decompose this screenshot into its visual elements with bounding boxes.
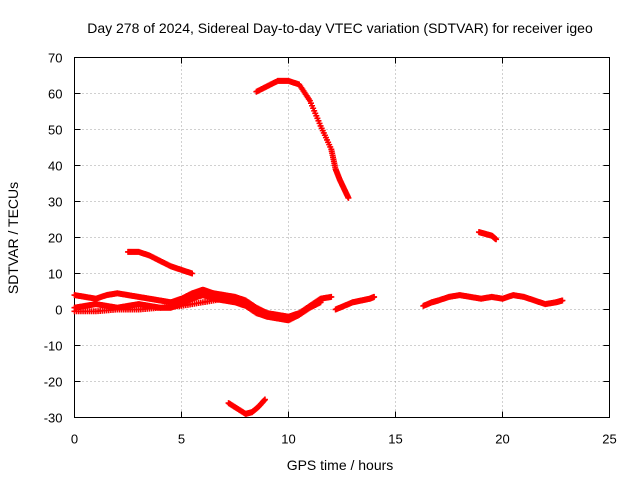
x-tick-label: 20 (495, 432, 509, 447)
series-arc-21 (475, 229, 500, 243)
chart-title: Day 278 of 2024, Sidereal Day-to-day VTE… (87, 20, 593, 36)
y-tick-label: 60 (48, 87, 62, 102)
x-tick-label: 0 (71, 432, 78, 447)
y-tick-label: 40 (48, 159, 62, 174)
series-arc-high (253, 77, 352, 201)
data-point (345, 194, 352, 201)
y-tick-label: 70 (48, 51, 62, 66)
x-axis-label: GPS time / hours (287, 457, 394, 473)
y-tick-label: -20 (44, 375, 63, 390)
series-baseline-afternoon (420, 292, 566, 309)
data-point (559, 297, 566, 304)
data-point (371, 293, 378, 300)
data-point (242, 299, 249, 306)
series-baseline-noon (332, 293, 378, 313)
series-baseline-morning-c (71, 295, 249, 315)
y-tick-label: 20 (48, 231, 62, 246)
y-tick-label: 50 (48, 123, 62, 138)
y-tick-label: 10 (48, 267, 62, 282)
data-point (328, 293, 335, 300)
y-tick-label: 30 (48, 195, 62, 210)
data-point (493, 236, 500, 243)
series-arc-low (225, 396, 268, 417)
y-axis-label: SDTVAR / TECUs (5, 182, 21, 294)
series-arc-16 (125, 248, 196, 277)
y-tick-label: -10 (44, 339, 63, 354)
data-points (71, 77, 566, 417)
data-point (261, 396, 268, 403)
y-tick-label: -30 (44, 411, 63, 426)
axis-ticks: 0 5 10 15 20 25 -30 -20 -10 0 10 20 30 40 50 60 70 (44, 51, 617, 447)
grid-lines (74, 57, 610, 418)
y-tick-label: 0 (55, 303, 62, 318)
data-point (189, 270, 196, 277)
x-tick-label: 5 (178, 432, 185, 447)
x-tick-label: 25 (602, 432, 616, 447)
x-tick-label: 10 (281, 432, 295, 447)
data-point (317, 299, 324, 306)
x-tick-label: 15 (388, 432, 402, 447)
